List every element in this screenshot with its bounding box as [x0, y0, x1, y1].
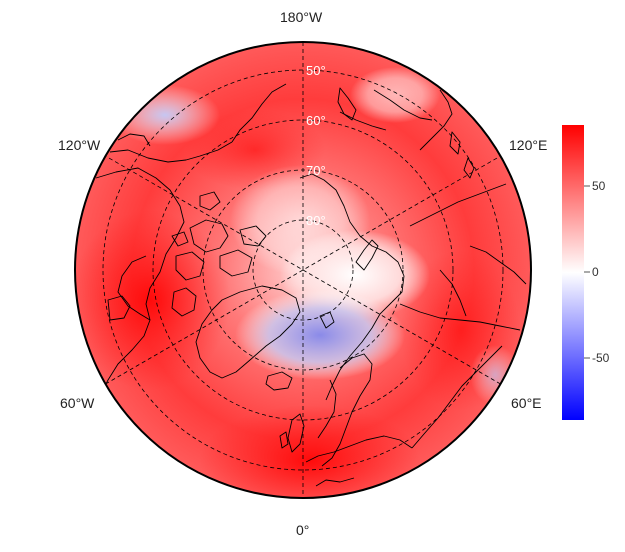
anomaly-field	[75, 42, 531, 498]
graticule	[102, 42, 504, 498]
lon-label-0: 0°	[296, 522, 310, 538]
colorbar-label-neg50: -50	[592, 351, 610, 365]
map-boundary	[74, 41, 532, 499]
lon-label-180w: 180°W	[280, 9, 323, 25]
lat-label-80: 80°	[306, 213, 326, 228]
coastlines	[95, 83, 527, 487]
lat-circle-80	[252, 219, 354, 321]
colorbar-label-0: 0	[592, 265, 599, 279]
lat-label-60: 60°	[306, 113, 326, 128]
colorbar	[562, 125, 590, 420]
colorbar-gradient	[562, 125, 584, 420]
lon-label-120w: 120°W	[58, 137, 101, 153]
lat-label-70: 70°	[306, 163, 326, 178]
lat-circle-50	[102, 69, 504, 471]
lat-label-50: 50°	[306, 63, 326, 78]
lon-label-60e: 60°E	[511, 395, 542, 411]
lon-label-120e: 120°E	[509, 137, 548, 153]
greenland-outline	[195, 285, 301, 379]
meridian-60e-120w	[105, 155, 501, 385]
lon-label-60w: 60°W	[60, 395, 95, 411]
colorbar-label-50: 50	[592, 179, 606, 193]
meridian-60w-120e	[105, 155, 501, 385]
lat-circle-60	[152, 119, 454, 421]
